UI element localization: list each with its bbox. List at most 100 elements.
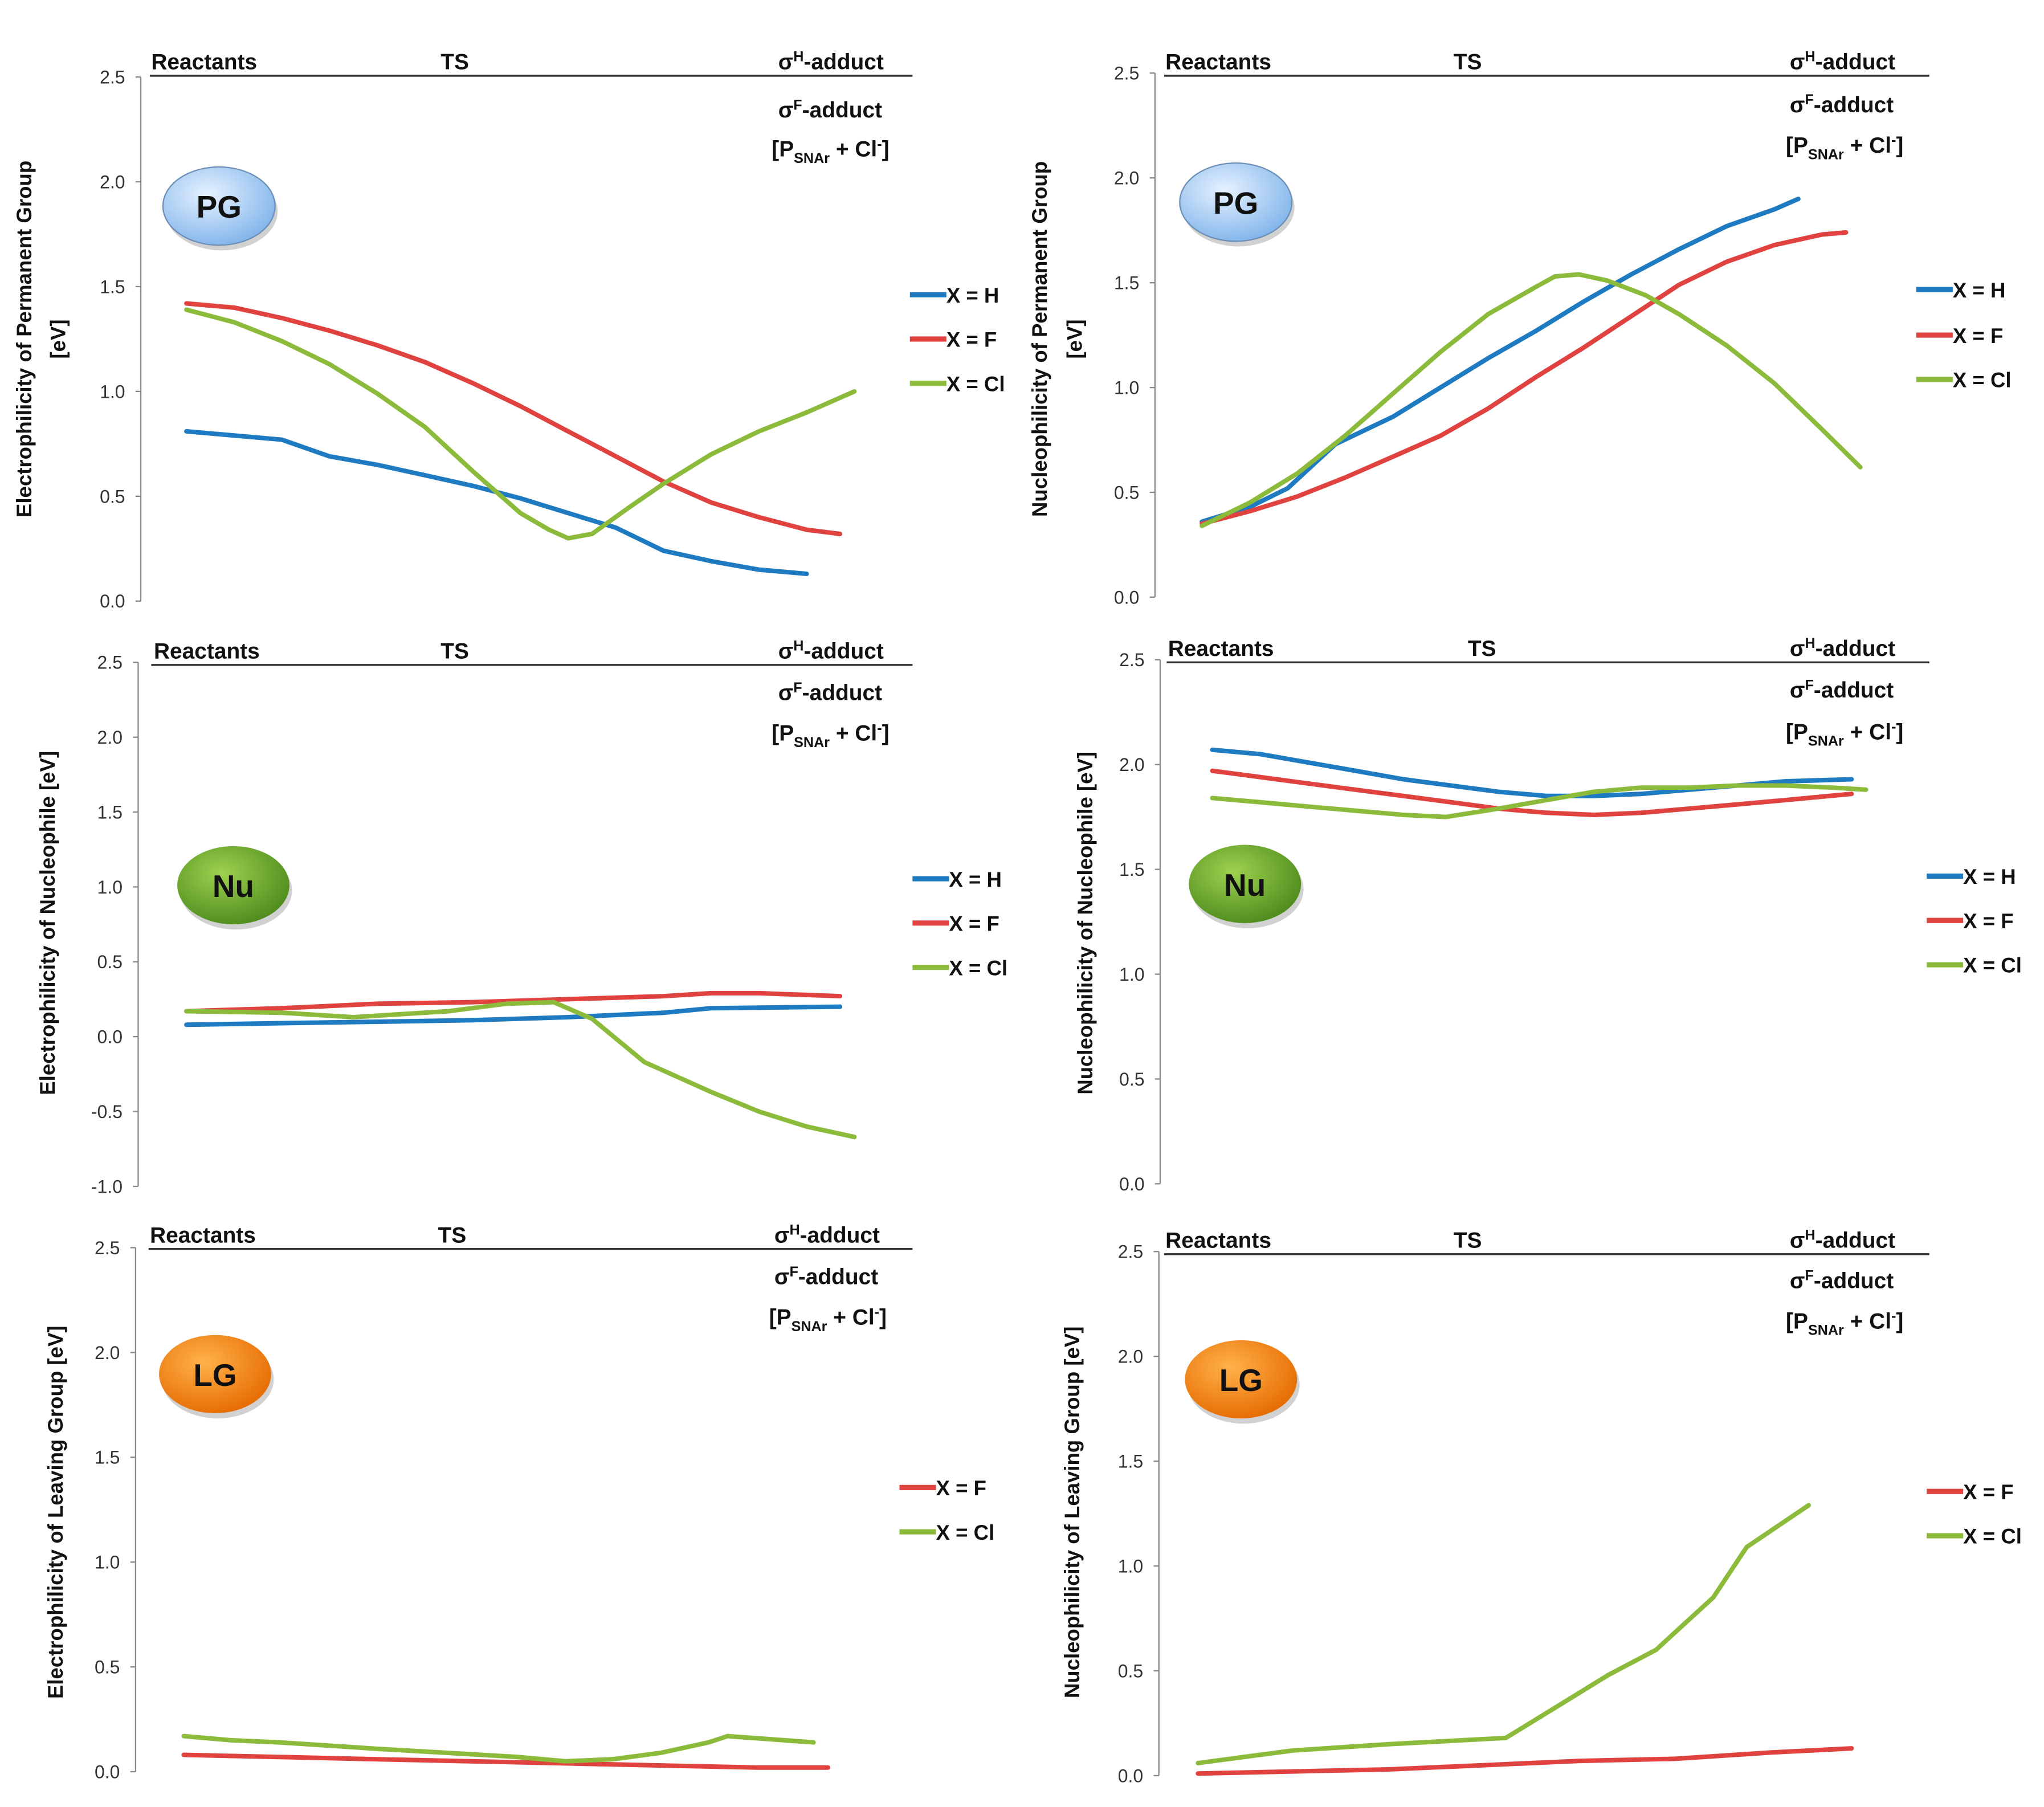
legend-label: X = H [1963, 865, 2016, 888]
stage-product: [PSNAr + Cl-] [1786, 719, 1903, 749]
y-tick-label: 1.0 [1114, 377, 1140, 398]
y-tick-label: 0.5 [100, 486, 125, 507]
series-line-xf [1210, 768, 1854, 817]
badge-label: PG [1213, 185, 1258, 221]
y-tick-label: 0.5 [1119, 1069, 1145, 1090]
series-line-xf [1196, 1746, 1854, 1776]
y-tick-label: 1.0 [97, 877, 123, 898]
y-tick-label: 2.0 [100, 172, 125, 193]
stage-sigma-h-adduct: σH-adduct [1790, 1227, 1895, 1253]
stage-ts: TS [438, 1223, 467, 1247]
legend-item: X = F [899, 1476, 986, 1500]
y-tick-label: 0.5 [97, 952, 123, 972]
y-tick-label: 0.0 [97, 1027, 123, 1047]
y-tick-label: -0.5 [91, 1102, 123, 1122]
legend-label: X = H [1953, 279, 2006, 302]
chart-panel-pg-nucleophilicity: 0.0 0.5 1.0 1.5 2.0 2.5 Reactants TS σH-adduct σF… [1028, 49, 2012, 608]
y-tick-label: 1.5 [97, 802, 123, 822]
y-tick-label: 1.0 [100, 381, 125, 402]
stage-sigma-f-adduct: σF-adduct [1790, 92, 1894, 117]
y-tick-label: 2.0 [1119, 754, 1145, 775]
y-tick-label: 1.0 [1118, 1556, 1144, 1577]
y-axis-unit: [eV] [1063, 319, 1087, 358]
stage-product: [PSNAr + Cl-] [1786, 132, 1903, 162]
series-line-xf [184, 301, 843, 536]
legend-item: X = H [909, 284, 999, 307]
series-line-xh [184, 1004, 843, 1027]
stage-ts: TS [440, 639, 469, 663]
legend-item: X = H [1927, 865, 2016, 888]
y-tick-label: 2.5 [95, 1238, 120, 1258]
stage-sigma-h-adduct: σH-adduct [778, 49, 884, 75]
stage-reactants: Reactants [154, 639, 260, 663]
stage-sigma-f-adduct: σF-adduct [1790, 1268, 1894, 1294]
legend-label: X = F [1963, 1480, 2013, 1504]
y-axis-label: Electrophilicity of Nucleophile [eV] [36, 751, 59, 1095]
series-line-xcl [184, 1000, 857, 1140]
legend-item: X = Cl [1916, 369, 2012, 392]
y-tick-label: 2.5 [97, 652, 123, 673]
series-line-xcl [1200, 272, 1863, 528]
y-tick-label: 1.5 [100, 276, 125, 297]
y-tick-label: 1.5 [95, 1447, 120, 1468]
series-line-xf [184, 990, 843, 1014]
y-tick-label: 0.5 [1118, 1661, 1144, 1681]
legend-label: X = H [949, 868, 1002, 891]
legend-label: X = F [936, 1476, 986, 1500]
legend-label: X = Cl [1963, 954, 2022, 977]
y-tick-label: 0.5 [1114, 482, 1140, 503]
badge-label: LG [1219, 1363, 1263, 1398]
legend-label: X = F [946, 328, 997, 352]
series-line-xcl [1210, 783, 1868, 819]
stage-ts: TS [1468, 637, 1496, 661]
stage-sigma-h-adduct: σH-adduct [778, 638, 884, 664]
y-tick-label: 0.0 [95, 1761, 120, 1782]
badge-pg: PG [1179, 162, 1295, 247]
legend-label: X = F [1953, 324, 2003, 348]
legend-item: X = H [1916, 279, 2006, 302]
stage-sigma-f-adduct: σF-adduct [778, 680, 882, 705]
series-line-xh [1200, 197, 1801, 524]
chart-panel-nu-nucleophilicity: 0.0 0.5 1.0 1.5 2.0 2.5 Reactants TS σH-adduct σF… [1074, 635, 2022, 1194]
y-axis-label: Electrophilicity of Permanent Group [13, 161, 36, 517]
badge-lg: LG [159, 1335, 274, 1419]
badge-lg: LG [1185, 1340, 1300, 1424]
y-tick-label: 0.0 [1118, 1765, 1144, 1786]
legend-label: X = Cl [1953, 369, 2012, 392]
stage-ts: TS [1454, 50, 1482, 74]
stage-sigma-f-adduct: σF-adduct [774, 1264, 878, 1290]
legend-item: X = Cl [1927, 954, 2022, 977]
badge-pg: PG [162, 166, 278, 251]
legend-item: X = Cl [899, 1521, 994, 1544]
stage-sigma-h-adduct: σH-adduct [1790, 49, 1895, 75]
stage-ts: TS [1454, 1228, 1482, 1253]
y-tick-label: 2.5 [100, 67, 125, 88]
y-tick-label: 2.0 [1114, 168, 1140, 189]
legend-label: X = Cl [936, 1521, 995, 1544]
badge-label: Nu [213, 868, 254, 904]
legend-label: X = Cl [1963, 1525, 2022, 1548]
stage-sigma-f-adduct: σF-adduct [778, 97, 882, 123]
chart-panel-nu-electrophilicity: -1.0 -0.5 0.0 0.5 1.0 1.5 2.0 2.5 Reactants TS σH-… [36, 638, 1007, 1197]
series-line-xh [1210, 747, 1854, 798]
y-axis-unit: [eV] [46, 319, 70, 358]
legend-label: X = Cl [949, 956, 1007, 980]
stage-product: [PSNAr + Cl-] [1786, 1308, 1903, 1339]
y-tick-label: -1.0 [91, 1176, 123, 1197]
chart-panel-lg-electrophilicity: 0.0 0.5 1.0 1.5 2.0 2.5 Reactants TS σH-adduct σF… [44, 1222, 994, 1782]
y-tick-label: 0.5 [95, 1657, 120, 1678]
chart-panel-lg-nucleophilicity: 0.0 0.5 1.0 1.5 2.0 2.5 Reactants TS σH-adduct σF… [1060, 1227, 2022, 1786]
legend-item: X = Cl [912, 956, 1007, 980]
stage-reactants: Reactants [1165, 1228, 1271, 1253]
legend-label: X = F [949, 912, 999, 936]
y-axis-label: Electrophilicity of Leaving Group [eV] [44, 1325, 67, 1699]
y-tick-label: 2.0 [95, 1343, 120, 1363]
legend-label: X = H [946, 284, 999, 307]
badge-nu: Nu [177, 846, 292, 930]
stage-reactants: Reactants [1165, 50, 1271, 74]
y-tick-label: 2.0 [1118, 1347, 1144, 1367]
y-tick-label: 1.0 [1119, 964, 1145, 985]
y-tick-label: 0.0 [100, 591, 125, 611]
series-line-xf [181, 1752, 830, 1770]
